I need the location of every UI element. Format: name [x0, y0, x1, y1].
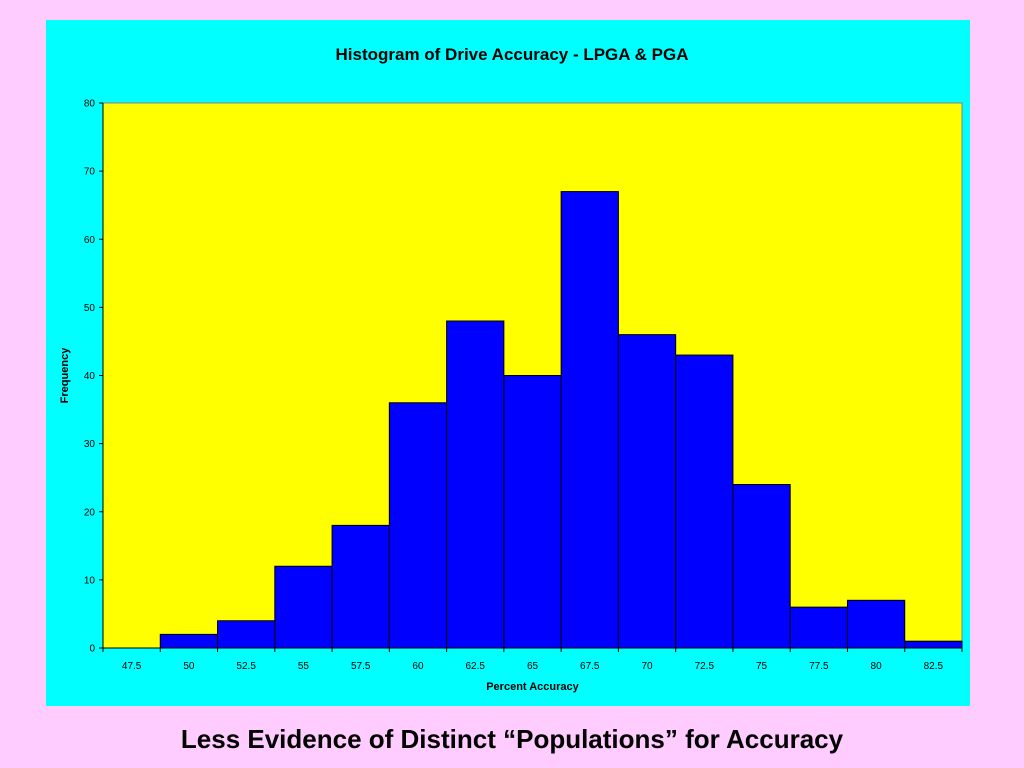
histogram-bar	[846, 599, 906, 649]
histogram-bar	[675, 354, 734, 649]
x-tick-label: 72.5	[695, 661, 715, 672]
histogram-bar	[904, 640, 963, 649]
histogram-bar	[446, 320, 505, 649]
x-tick-label: 67.5	[580, 661, 600, 672]
x-tick-label: 57.5	[351, 661, 371, 672]
chart-panel: Histogram of Drive Accuracy - LPGA & PGA…	[46, 20, 970, 706]
x-tick-label: 52.5	[236, 661, 256, 672]
x-tick-label: 77.5	[809, 661, 829, 672]
chart-title: Histogram of Drive Accuracy - LPGA & PGA	[336, 45, 689, 64]
y-tick-label: 30	[84, 439, 96, 450]
slide-caption: Less Evidence of Distinct “Populations” …	[180, 724, 844, 754]
histogram-bar	[331, 524, 390, 649]
x-tick-label: 55	[298, 661, 310, 672]
histogram-bar	[560, 191, 619, 649]
y-tick-label: 80	[84, 99, 96, 110]
x-tick-label: 70	[641, 661, 653, 672]
histogram-bar	[732, 484, 791, 649]
y-tick-label: 40	[84, 371, 96, 382]
x-tick-label: 65	[527, 661, 539, 672]
histogram-bar	[217, 620, 276, 649]
histogram-bar	[388, 402, 448, 649]
x-ticks-group: 47.5 50 52.5 55 57.5 60 62.5 65 67.5 70 72.5 75 77.5…	[102, 648, 963, 672]
y-tick-label: 60	[84, 235, 96, 246]
y-tick-label: 10	[84, 575, 96, 586]
y-ticks-group: 0 10 20 30 40 50 60 70 80	[84, 99, 103, 655]
x-tick-label: 75	[756, 661, 768, 672]
histogram-bar	[159, 633, 219, 649]
x-axis-title: Percent Accuracy	[486, 681, 579, 693]
y-tick-label: 20	[84, 507, 96, 518]
histogram-bar	[617, 334, 677, 649]
x-tick-label: 50	[183, 661, 195, 672]
histogram-bar	[274, 565, 333, 649]
x-tick-label: 80	[871, 661, 883, 672]
x-tick-label: 82.5	[924, 661, 944, 672]
bars-group	[159, 191, 963, 649]
x-tick-label: 60	[412, 661, 424, 672]
histogram-chart: Histogram of Drive Accuracy - LPGA & PGA…	[59, 45, 963, 693]
histogram-bar	[789, 606, 848, 649]
x-tick-label: 47.5	[122, 661, 142, 672]
histogram-bar	[503, 375, 562, 649]
y-tick-label: 50	[84, 303, 96, 314]
y-tick-label: 0	[89, 644, 95, 655]
y-tick-label: 70	[84, 167, 96, 178]
y-axis-title: Frequency	[59, 347, 71, 404]
x-tick-label: 62.5	[465, 661, 485, 672]
